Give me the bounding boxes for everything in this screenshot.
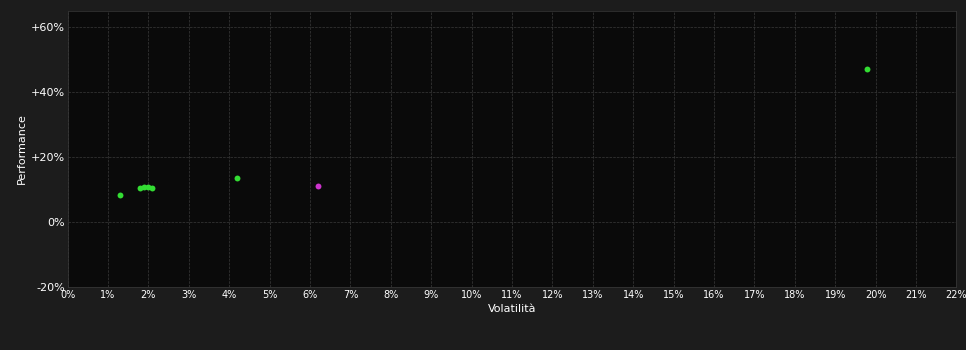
- Point: [230, 175, 245, 181]
- Point: [112, 193, 128, 198]
- Point: [310, 183, 326, 188]
- Y-axis label: Performance: Performance: [16, 113, 26, 184]
- Point: [145, 185, 160, 191]
- Point: [136, 184, 152, 190]
- Point: [132, 186, 148, 191]
- Point: [141, 185, 156, 190]
- X-axis label: Volatilità: Volatilità: [488, 304, 536, 314]
- Point: [860, 66, 875, 72]
